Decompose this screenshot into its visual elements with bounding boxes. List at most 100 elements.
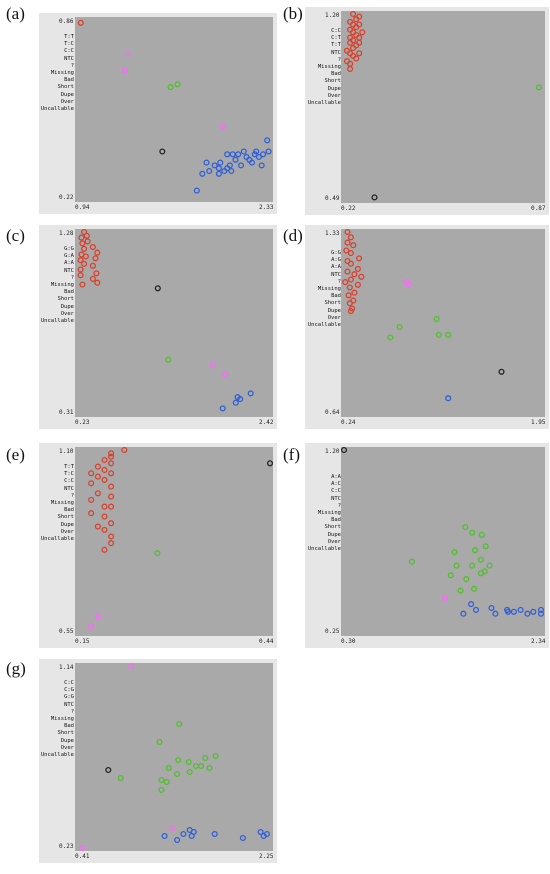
- data-point-allele-x: [94, 463, 101, 470]
- y-max-label: 1.14: [59, 664, 74, 671]
- legend-entry: Short: [324, 524, 341, 531]
- legend-entry: NTC: [64, 267, 74, 274]
- data-point-heterozygote: [447, 572, 454, 579]
- data-point-allele-x: [94, 473, 101, 480]
- data-point-allele-x: [347, 234, 354, 241]
- data-point-allele-x: [101, 513, 108, 520]
- legend-entry: C:T: [331, 35, 341, 42]
- legend-entry: ?: [70, 274, 74, 281]
- data-point-allele-x: [94, 490, 101, 497]
- legend-entry: Bad: [331, 293, 341, 300]
- legend-entry: ?: [337, 278, 341, 285]
- data-point-heterozygote: [165, 764, 172, 772]
- data-point-allele-x: [354, 265, 361, 272]
- data-point-undetermined: [168, 824, 175, 832]
- data-point-allele-x: [359, 29, 366, 36]
- legend-entry: Dupe: [327, 85, 341, 92]
- data-point-allele-y: [234, 394, 241, 401]
- data-point-heterozygote: [158, 786, 165, 794]
- data-point-allele-x: [101, 456, 108, 464]
- data-point-allele-x: [342, 279, 349, 286]
- legend-entry: ?: [337, 56, 341, 63]
- data-point-heterozygote: [471, 547, 479, 554]
- data-point-allele-y: [530, 608, 537, 615]
- data-point-allele-x: [347, 39, 354, 46]
- data-point-allele-x: [344, 239, 351, 246]
- data-point-allele-x: [92, 255, 99, 262]
- plot-area-b: [341, 11, 545, 203]
- data-point-allele-x: [84, 238, 91, 245]
- data-point-allele-y: [235, 151, 242, 158]
- panel-label-a: (a): [6, 4, 25, 23]
- y-min-label: 0.64: [325, 409, 340, 416]
- x-min-label: 0.22: [341, 205, 356, 212]
- data-point-allele-x: [356, 255, 363, 262]
- legend-entry: A:G: [331, 257, 341, 264]
- plot-area-g: [75, 663, 273, 851]
- data-point-heterozygote: [463, 576, 470, 583]
- data-point-allele-y: [537, 610, 545, 617]
- x-max-label: 2.25: [259, 853, 274, 860]
- data-point-allele-x: [108, 503, 115, 510]
- data-point-undetermined: [124, 50, 131, 57]
- data-point-heterozygote: [206, 764, 213, 772]
- data-point-allele-x: [83, 232, 90, 239]
- data-point-ntc: [105, 766, 112, 774]
- data-point-heterozygote: [158, 776, 165, 784]
- data-point-allele-y: [188, 832, 195, 840]
- legend-entry: Over: [327, 92, 341, 99]
- panel-label-d: (d): [283, 226, 303, 245]
- data-point-allele-y: [211, 162, 218, 169]
- x-max-label: 0.44: [259, 638, 274, 645]
- y-min-label: 0.31: [59, 409, 74, 416]
- legend-entry: NTC: [331, 49, 341, 56]
- data-point-allele-x: [88, 470, 95, 477]
- legend-entry: Dupe: [60, 521, 74, 528]
- plot-area-a: [75, 17, 273, 202]
- legend-entry: Uncallable: [40, 752, 74, 759]
- data-point-allele-y: [215, 170, 222, 177]
- data-point-heterozygote: [202, 754, 209, 762]
- legend-entry: G:G: [64, 246, 74, 252]
- data-point-allele-x: [108, 470, 115, 477]
- panel-label-c: (c): [6, 226, 25, 245]
- data-point-allele-y: [264, 137, 271, 144]
- legend-b: C:C C:T T:T NTC? Missing Bad Short Dupe Over Unca…: [308, 28, 341, 107]
- data-point-allele-y: [257, 828, 264, 836]
- data-point-allele-x: [108, 493, 115, 500]
- data-point-allele-x: [347, 260, 354, 267]
- data-point-allele-y: [161, 832, 168, 840]
- legend-entry: Dupe: [327, 307, 341, 314]
- legend-entry: Missing: [50, 70, 74, 77]
- panel-label-f: (f): [283, 445, 300, 464]
- data-point-allele-x: [356, 13, 363, 20]
- legend-entry: T:T: [64, 464, 74, 470]
- data-point-heterozygote: [174, 81, 181, 88]
- data-point-allele-x: [356, 39, 363, 46]
- legend-entry: Missing: [317, 64, 341, 71]
- data-point-allele-x: [108, 540, 115, 547]
- data-point-allele-x: [350, 242, 357, 249]
- y-min-label: 0.49: [325, 195, 340, 202]
- data-point-allele-y: [472, 606, 480, 613]
- data-point-allele-y: [229, 151, 236, 158]
- data-point-allele-y: [219, 405, 226, 412]
- data-point-heterozygote: [198, 762, 205, 770]
- data-point-allele-x: [347, 65, 354, 73]
- data-point-allele-x: [81, 260, 88, 267]
- plot-area-f: [341, 447, 545, 636]
- data-point-allele-y: [211, 830, 218, 838]
- data-point-allele-x: [351, 289, 358, 296]
- data-point-allele-x: [108, 460, 115, 467]
- x-min-label: 0.23: [75, 419, 90, 426]
- data-point-allele-x: [108, 453, 115, 460]
- legend-entry: Dupe: [60, 737, 74, 744]
- data-point-allele-x: [351, 271, 358, 278]
- data-point-allele-y: [260, 151, 267, 158]
- y-min-label: 0.23: [59, 843, 74, 850]
- data-point-allele-x: [347, 276, 354, 283]
- data-point-allele-y: [174, 836, 181, 844]
- data-point-allele-y: [517, 606, 524, 613]
